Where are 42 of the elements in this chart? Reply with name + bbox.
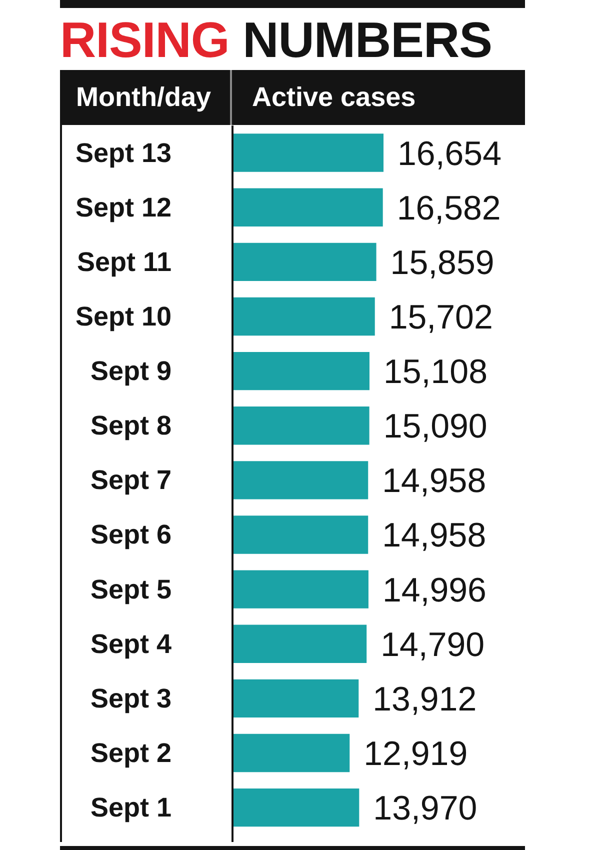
data-label: 16,582: [396, 189, 501, 228]
data-label: 13,970: [373, 790, 478, 828]
bar: [232, 188, 383, 226]
bar: [232, 406, 370, 445]
y-tick-label: Sept 7: [90, 465, 172, 496]
y-tick-label: Sept 8: [90, 410, 172, 441]
data-label: 14,958: [382, 462, 486, 500]
y-tick-label: Sept 4: [90, 628, 172, 659]
bar: [232, 461, 368, 500]
y-tick-label: Sept 13: [75, 138, 172, 168]
data-label: 15,108: [383, 353, 488, 392]
y-tick-label: Sept 2: [90, 738, 172, 768]
chart-title: RISING NUMBERS: [60, 12, 492, 68]
data-label: 15,859: [390, 244, 494, 282]
y-axis-title: Month/day: [60, 70, 232, 125]
bar: [232, 679, 359, 718]
data-label: 14,790: [380, 626, 485, 664]
bar: [232, 352, 370, 390]
bar: [232, 570, 368, 608]
y-tick-label: Sept 10: [75, 301, 172, 332]
y-tick-label: Sept 12: [75, 192, 172, 222]
y-tick-label: Sept 9: [90, 356, 172, 386]
y-tick-label: Sept 1: [90, 792, 172, 823]
data-label: 12,919: [364, 735, 468, 774]
data-label: 14,958: [382, 516, 486, 555]
data-label: 15,090: [383, 408, 488, 446]
x-axis-title: Active cases: [251, 81, 417, 114]
bar: [232, 788, 360, 827]
data-label: 15,702: [388, 298, 493, 336]
y-tick-label: Sept 5: [90, 574, 172, 604]
bar: [232, 297, 375, 336]
data-label: 14,996: [382, 571, 486, 610]
y-tick-label: Sept 3: [90, 683, 172, 714]
data-label: 13,912: [372, 680, 477, 718]
data-label: 16,654: [398, 134, 502, 173]
bar: [232, 242, 376, 282]
bar: [232, 734, 350, 772]
y-tick-label: Sept 11: [76, 246, 172, 277]
bar: [232, 516, 368, 554]
bar: [232, 624, 367, 663]
y-tick-label: Sept 6: [90, 520, 172, 550]
bar: [232, 134, 384, 172]
